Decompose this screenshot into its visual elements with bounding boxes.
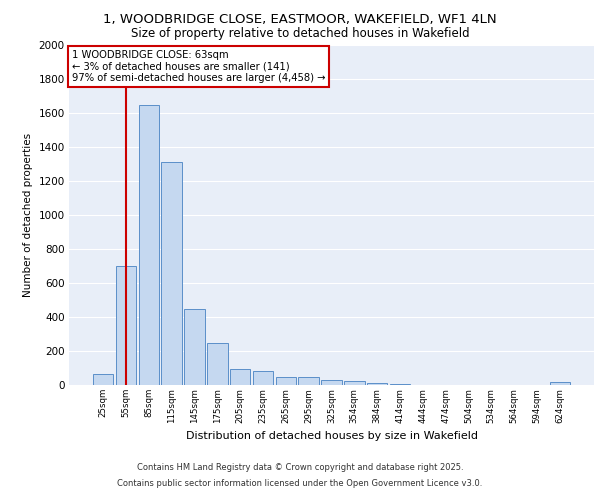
Bar [321, 380, 342, 385]
Text: Contains HM Land Registry data © Crown copyright and database right 2025.: Contains HM Land Registry data © Crown c… [137, 464, 463, 472]
Text: Size of property relative to detached houses in Wakefield: Size of property relative to detached ho… [131, 28, 469, 40]
Y-axis label: Number of detached properties: Number of detached properties [23, 133, 33, 297]
Text: 1, WOODBRIDGE CLOSE, EASTMOOR, WAKEFIELD, WF1 4LN: 1, WOODBRIDGE CLOSE, EASTMOOR, WAKEFIELD… [103, 12, 497, 26]
Bar [230, 369, 250, 385]
Bar [139, 104, 159, 385]
Bar [207, 342, 227, 385]
Bar [161, 162, 182, 385]
Bar [184, 310, 205, 385]
Bar [550, 382, 570, 385]
Bar [390, 384, 410, 385]
Bar [344, 382, 365, 385]
Bar [253, 370, 273, 385]
Text: 1 WOODBRIDGE CLOSE: 63sqm
← 3% of detached houses are smaller (141)
97% of semi-: 1 WOODBRIDGE CLOSE: 63sqm ← 3% of detach… [71, 50, 325, 84]
X-axis label: Distribution of detached houses by size in Wakefield: Distribution of detached houses by size … [185, 431, 478, 441]
Bar [367, 384, 388, 385]
Bar [275, 376, 296, 385]
Bar [298, 378, 319, 385]
Text: Contains public sector information licensed under the Open Government Licence v3: Contains public sector information licen… [118, 478, 482, 488]
Bar [116, 266, 136, 385]
Bar [93, 374, 113, 385]
